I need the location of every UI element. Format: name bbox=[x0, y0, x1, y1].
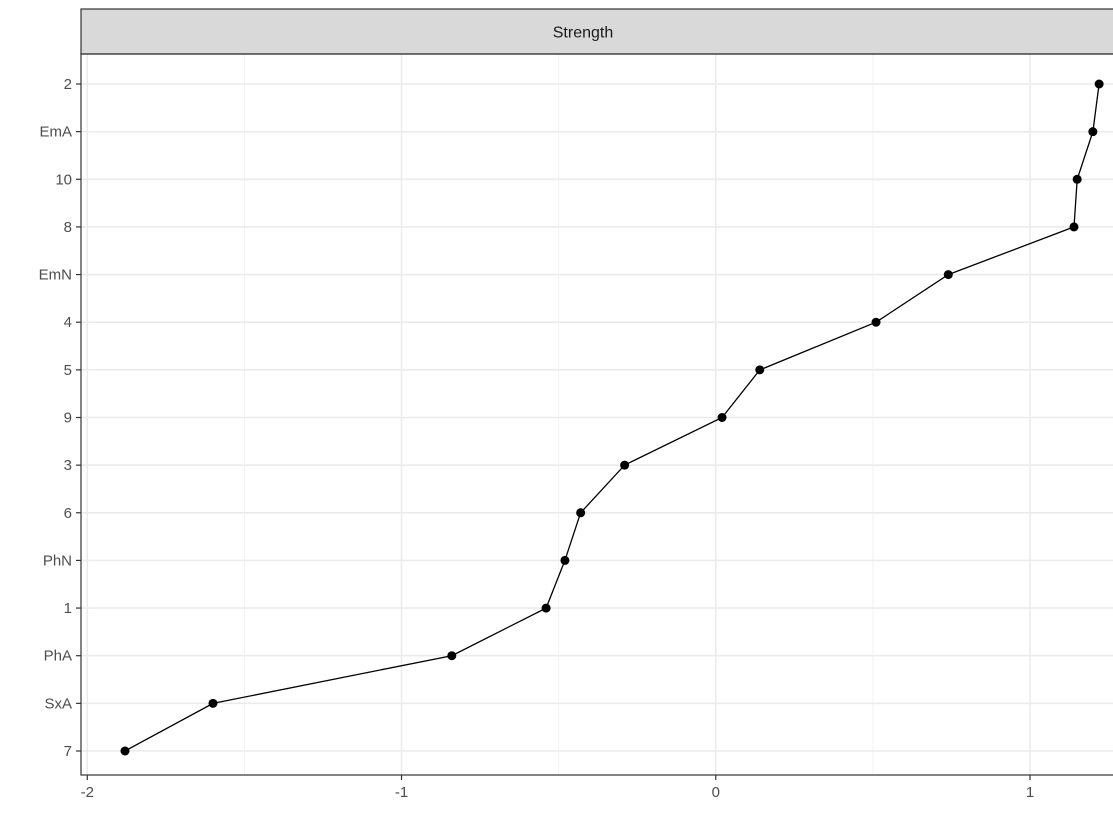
y-tick-label: 9 bbox=[64, 410, 72, 427]
y-tick-label: 10 bbox=[55, 171, 72, 188]
data-point-PhN bbox=[560, 555, 570, 565]
x-tick-label: -1 bbox=[395, 784, 408, 801]
y-tick-label: SxA bbox=[44, 695, 72, 712]
data-point-5 bbox=[755, 365, 765, 375]
axes: 7 SxA PhA 1 PhN 6 3 9 5 4 EmN 8 10 EmA 2 -2 -1 0 1 bbox=[39, 76, 1035, 801]
data-point-3 bbox=[620, 460, 630, 470]
data-point-PhA bbox=[447, 651, 457, 661]
data-point-EmN bbox=[943, 270, 953, 280]
data-point-7 bbox=[120, 746, 130, 756]
y-tick-label: EmN bbox=[39, 267, 72, 284]
y-tick-label: 1 bbox=[64, 600, 72, 617]
facet-strip bbox=[80, 8, 1113, 55]
data-point-SxA bbox=[208, 698, 218, 708]
data-point-2 bbox=[1094, 79, 1104, 89]
y-tick-label: PhN bbox=[43, 552, 72, 569]
y-tick-label: 7 bbox=[64, 743, 72, 760]
data-point-9 bbox=[717, 413, 727, 422]
data-point-1 bbox=[541, 603, 551, 613]
x-tick-label: 1 bbox=[1026, 784, 1034, 801]
y-tick-label: 2 bbox=[64, 76, 72, 93]
y-tick-label: 3 bbox=[64, 457, 72, 474]
panel-border bbox=[80, 53, 1113, 776]
facet-strip-label: Strength bbox=[553, 25, 613, 42]
y-tick-label: 8 bbox=[64, 219, 72, 236]
y-tick-label: PhA bbox=[44, 648, 72, 665]
x-tick-label: -2 bbox=[81, 784, 94, 801]
x-tick-label: 0 bbox=[712, 784, 720, 801]
data-point-10 bbox=[1072, 174, 1082, 184]
y-tick-label: 4 bbox=[64, 314, 72, 331]
data-point-6 bbox=[576, 508, 586, 518]
series-strength bbox=[120, 79, 1104, 756]
y-tick-label: 6 bbox=[64, 505, 72, 522]
data-point-4 bbox=[871, 317, 881, 327]
y-tick-label: 5 bbox=[64, 362, 72, 379]
y-tick-label: EmA bbox=[39, 124, 72, 141]
data-point-8 bbox=[1069, 222, 1079, 232]
data-point-EmA bbox=[1088, 127, 1098, 137]
grid-lines bbox=[81, 54, 1113, 775]
